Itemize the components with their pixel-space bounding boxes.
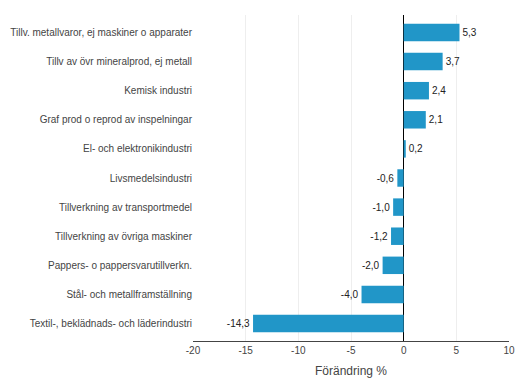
- svg-text:Pappers- o pappersvarutillverk: Pappers- o pappersvarutillverkn.: [48, 260, 192, 271]
- svg-text:-10: -10: [291, 345, 306, 356]
- svg-text:Graf prod o reprod av inspelni: Graf prod o reprod av inspelningar: [40, 114, 193, 125]
- svg-text:-15: -15: [238, 345, 253, 356]
- svg-text:Textil-, beklädnads- och läder: Textil-, beklädnads- och läderindustri: [30, 318, 192, 329]
- svg-text:-4,0: -4,0: [341, 289, 359, 300]
- svg-text:5: 5: [454, 345, 460, 356]
- svg-text:0,2: 0,2: [409, 143, 423, 154]
- svg-text:Förändring %: Förändring %: [315, 364, 387, 378]
- svg-text:-5: -5: [347, 345, 356, 356]
- svg-text:5,3: 5,3: [462, 27, 476, 38]
- svg-text:Kemisk industri: Kemisk industri: [124, 85, 192, 96]
- svg-text:Livsmedelsindustri: Livsmedelsindustri: [110, 173, 192, 184]
- svg-text:-2,0: -2,0: [362, 260, 380, 271]
- svg-text:Tillv av övr mineralprod, ej m: Tillv av övr mineralprod, ej metall: [46, 56, 192, 67]
- svg-text:El- och elektronikindustri: El- och elektronikindustri: [83, 143, 192, 154]
- svg-text:Stål- och metallframställning: Stål- och metallframställning: [66, 289, 192, 300]
- svg-text:0: 0: [401, 345, 407, 356]
- svg-text:-1,2: -1,2: [370, 231, 388, 242]
- svg-text:-14,3: -14,3: [227, 318, 250, 329]
- svg-text:Tillv. metallvaror, ej maskine: Tillv. metallvaror, ej maskiner o appara…: [10, 27, 192, 38]
- svg-text:-20: -20: [186, 345, 201, 356]
- svg-text:2,1: 2,1: [429, 114, 443, 125]
- svg-text:10: 10: [503, 345, 515, 356]
- svg-text:-0,6: -0,6: [377, 173, 395, 184]
- svg-text:-1,0: -1,0: [372, 202, 390, 213]
- svg-text:3,7: 3,7: [446, 56, 460, 67]
- svg-text:Tillverkning av transportmedel: Tillverkning av transportmedel: [59, 202, 192, 213]
- svg-text:2,4: 2,4: [432, 85, 446, 96]
- svg-text:Tillverkning av övriga maskine: Tillverkning av övriga maskiner: [55, 231, 193, 242]
